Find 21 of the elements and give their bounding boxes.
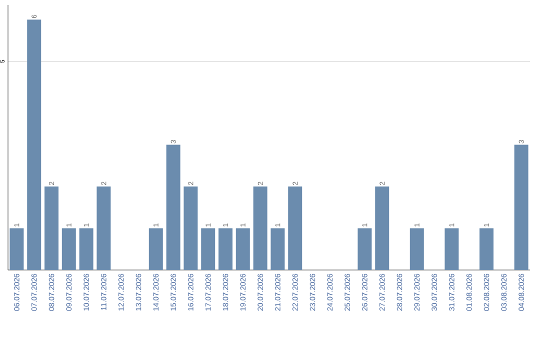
bar [10,228,24,270]
bar [270,228,285,270]
bar [166,144,180,270]
bar [410,228,424,270]
bar [79,228,94,270]
bar [184,186,198,270]
bar [253,186,268,270]
bar [201,228,216,270]
bar [288,186,302,270]
bar [148,228,163,270]
bar [96,186,111,270]
bar [514,144,528,270]
bar [218,228,233,270]
bar [480,228,494,270]
bar [236,228,250,270]
bar [27,20,42,270]
bar [62,228,76,270]
bar [358,228,372,270]
bar [44,186,58,270]
bar [444,228,459,270]
bar [375,186,390,270]
